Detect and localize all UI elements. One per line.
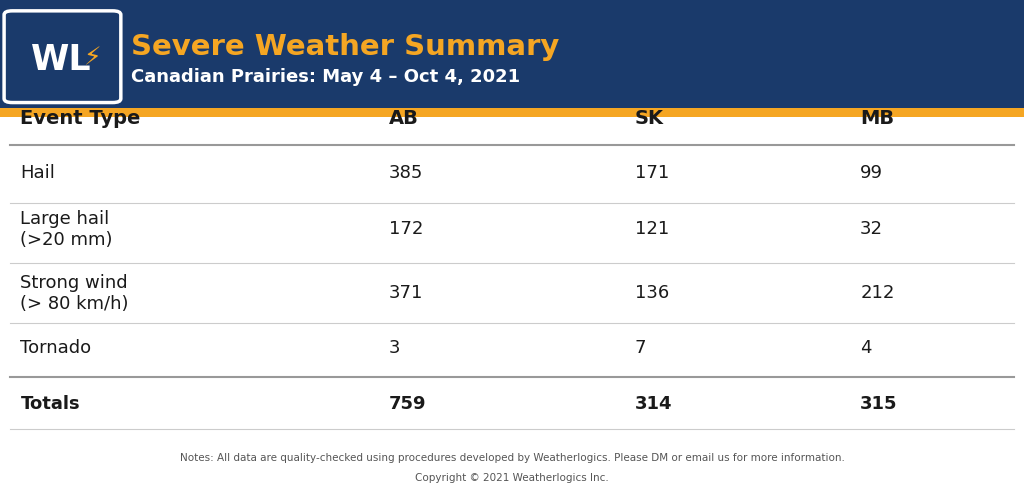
Text: MB: MB	[860, 109, 894, 128]
Text: 212: 212	[860, 284, 895, 302]
Text: Notes: All data are quality-checked using procedures developed by Weatherlogics.: Notes: All data are quality-checked usin…	[179, 453, 845, 462]
Text: WL: WL	[31, 43, 91, 77]
Text: Totals: Totals	[20, 395, 80, 413]
Text: 136: 136	[635, 284, 669, 302]
Text: AB: AB	[389, 109, 419, 128]
Text: 32: 32	[860, 220, 883, 238]
Text: Hail: Hail	[20, 164, 55, 181]
Text: 121: 121	[635, 220, 669, 238]
Text: 314: 314	[635, 395, 673, 413]
FancyBboxPatch shape	[4, 11, 121, 103]
Text: Strong wind
(> 80 km/h): Strong wind (> 80 km/h)	[20, 274, 129, 313]
FancyBboxPatch shape	[0, 108, 1024, 117]
Text: Copyright © 2021 Weatherlogics Inc.: Copyright © 2021 Weatherlogics Inc.	[415, 473, 609, 483]
Text: 315: 315	[860, 395, 898, 413]
Text: SK: SK	[635, 109, 664, 128]
Text: Severe Weather Summary: Severe Weather Summary	[131, 33, 559, 61]
Text: 3: 3	[389, 339, 400, 356]
Text: 371: 371	[389, 284, 424, 302]
Text: Tornado: Tornado	[20, 339, 91, 356]
Text: 4: 4	[860, 339, 871, 356]
Text: Large hail
(>20 mm): Large hail (>20 mm)	[20, 210, 113, 248]
Text: 7: 7	[635, 339, 646, 356]
FancyBboxPatch shape	[0, 0, 1024, 108]
Text: 759: 759	[389, 395, 427, 413]
Text: 385: 385	[389, 164, 424, 181]
Text: 99: 99	[860, 164, 883, 181]
Text: 171: 171	[635, 164, 669, 181]
Text: 172: 172	[389, 220, 424, 238]
Text: ⚡: ⚡	[84, 46, 101, 70]
Text: Canadian Prairies: May 4 – Oct 4, 2021: Canadian Prairies: May 4 – Oct 4, 2021	[131, 69, 520, 86]
Text: Event Type: Event Type	[20, 109, 141, 128]
